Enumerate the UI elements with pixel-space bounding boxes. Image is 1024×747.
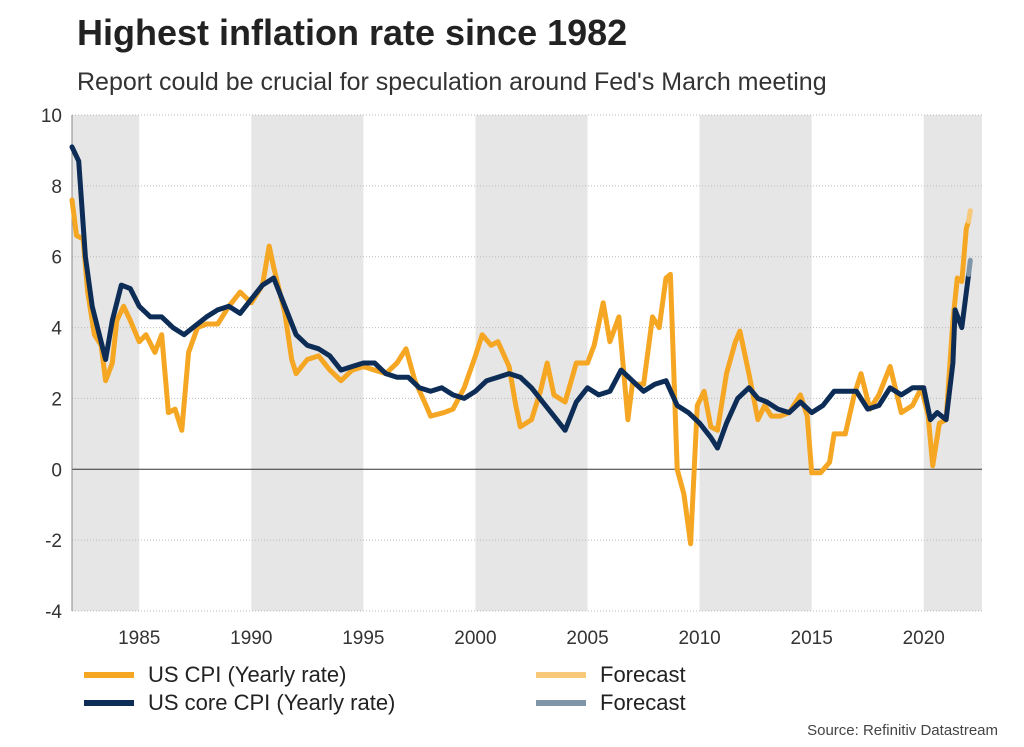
y-tick-label-0: -4: [45, 602, 62, 623]
legend-swatch-us-core-cpi: [84, 700, 134, 706]
series-line-1: [966, 208, 973, 224]
legend-item-us-cpi: US CPI (Yearly rate): [84, 662, 346, 688]
chart-subtitle: Report could be crucial for speculation …: [77, 68, 827, 96]
x-axis-ticks: 1985 1990 1995 2000 2005 2010 2015 2020: [118, 628, 945, 649]
x-tick-label-4: 2005: [566, 628, 608, 649]
source-note: Source: Refinitiv Datastream: [807, 722, 998, 739]
legend-item-core-forecast: Forecast: [536, 690, 686, 716]
shaded-bands: [72, 115, 982, 611]
shaded-band-2: [475, 115, 588, 611]
legend-label-us-cpi: US CPI (Yearly rate): [148, 662, 347, 687]
x-tick-label-5: 2010: [678, 628, 720, 649]
y-tick-label-6: 8: [51, 177, 62, 198]
legend-swatch-us-cpi: [84, 672, 134, 678]
y-tick-label-7: 10: [41, 106, 62, 127]
y-tick-label-2: 0: [51, 460, 62, 481]
chart-title: Highest inflation rate since 1982: [77, 12, 628, 53]
shaded-band-3: [699, 115, 812, 611]
legend-item-cpi-forecast: Forecast: [536, 662, 686, 688]
legend-item-us-core-cpi: US core CPI (Yearly rate): [84, 690, 395, 716]
x-tick-label-7: 2020: [903, 628, 945, 649]
legend-label-core-forecast: Forecast: [600, 690, 686, 715]
series-line-2: [69, 144, 972, 451]
y-tick-label-5: 6: [51, 248, 62, 269]
x-tick-label-3: 2000: [454, 628, 496, 649]
series-lines: [69, 144, 973, 547]
legend-swatch-cpi-forecast: [536, 672, 586, 678]
series-line-3: [966, 257, 973, 277]
y-tick-label-3: 2: [51, 389, 62, 410]
y-tick-label-4: 4: [51, 319, 62, 340]
x-tick-label-1: 1990: [230, 628, 272, 649]
y-tick-label-1: -2: [45, 531, 62, 552]
x-tick-label-0: 1985: [118, 628, 160, 649]
x-tick-label-6: 2015: [791, 628, 833, 649]
legend-label-cpi-forecast: Forecast: [600, 662, 686, 687]
series-line-0: [69, 197, 972, 547]
legend-swatch-core-forecast: [536, 700, 586, 706]
y-axis-ticks: -4 -2 0 2 4 6 8 10: [41, 106, 63, 623]
x-tick-label-2: 1995: [342, 628, 384, 649]
legend-label-us-core-cpi: US core CPI (Yearly rate): [148, 690, 396, 715]
